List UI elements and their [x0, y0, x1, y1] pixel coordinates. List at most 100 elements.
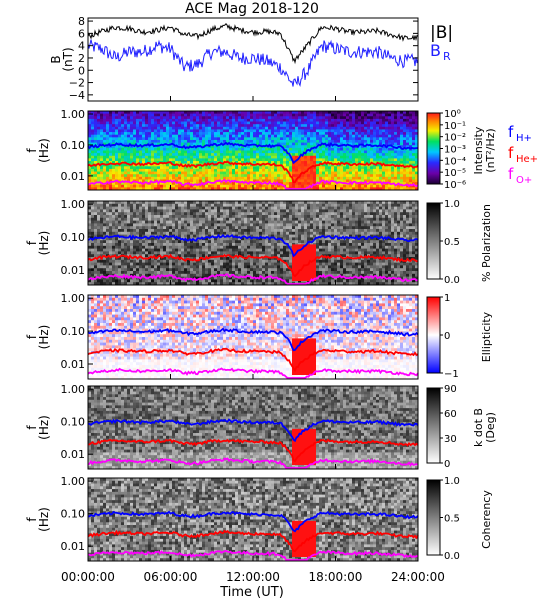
gyro-line-f-Oplus: [87, 457, 419, 469]
y-tick-label: 8: [78, 15, 85, 28]
y-axis-label-unit: (Hz): [37, 138, 51, 163]
y-tick-label: 1.00: [61, 292, 86, 305]
y-axis-label-unit: (Hz): [37, 325, 51, 350]
colorbar-tick-label: 0.5: [444, 237, 460, 248]
x-axis: 00:00:00 06:00:00 12:00:00 18:00:00 24:00:00: [61, 96, 445, 584]
colorbar-tick-label: 1.0: [444, 199, 460, 210]
colorbar-label: Intensity: [472, 126, 485, 174]
gyro-label-heplus: f: [508, 144, 514, 162]
colorbar-tick-label: 0: [444, 331, 450, 342]
colorbar-tick-label: 60: [444, 409, 457, 420]
colorbar-tick-label: 0: [444, 459, 450, 470]
y-axis-label: B: [49, 55, 63, 63]
y-tick-label: −2: [69, 77, 85, 90]
gyro-line-f-Hplus: [87, 510, 419, 533]
gyro-line-f-Hplus: [87, 327, 419, 352]
gyro-label-oplus: f: [508, 165, 514, 183]
y-tick-label: 1.00: [61, 383, 86, 396]
panel-kdotb: 1.00 0.10 0.01 f(Hz) 90 60 30 0 k dot B (Deg): [25, 383, 497, 470]
y-axis-label-unit: (Hz): [37, 415, 51, 440]
gyro-label-hplus: f: [508, 123, 514, 141]
y-tick-label: 0.10: [61, 231, 86, 244]
y-tick-label: 0.10: [61, 139, 86, 152]
colorbar-tick-label: 10⁻⁵: [444, 168, 466, 179]
y-axis-label: f: [25, 148, 39, 153]
gyro-line-f-Heplus: [87, 253, 419, 278]
gyro-label-subscript: He+: [516, 154, 538, 165]
y-tick-label: 1.00: [61, 475, 86, 488]
y-axis-label: f: [25, 240, 39, 245]
colorbar-tick-label: 0.0: [444, 275, 460, 286]
colorbar-tick-label: 10⁻¹: [444, 121, 466, 132]
gyro-label-subscript: O+: [516, 175, 532, 186]
figure-title: ACE Mag 2018-120: [185, 1, 319, 17]
x-tick-label: 12:00:00: [226, 570, 280, 584]
legend-b-total: |B|: [430, 23, 453, 43]
x-tick-label: 06:00:00: [144, 570, 198, 584]
colorbar-tick-label: 10⁻²: [444, 133, 466, 144]
colorbar-tick-label: 10⁻³: [444, 145, 466, 156]
gyro-line-f-Heplus: [87, 438, 419, 463]
gyro-line-f-Oplus: [87, 367, 419, 379]
y-axis-label-unit: (Hz): [37, 231, 51, 256]
gyro-line-f-Hplus: [87, 418, 419, 443]
colorbar: [426, 479, 441, 556]
x-tick-label: 18:00:00: [309, 570, 363, 584]
gyro-line-f-Heplus: [87, 347, 419, 373]
colorbar-tick-label: 1.0: [444, 476, 460, 487]
y-tick-label: 0.10: [61, 325, 86, 338]
series-line-b-r: [87, 39, 419, 87]
colorbar-label: Coherency: [480, 490, 493, 549]
colorbar-label: (Deg): [484, 412, 497, 443]
gyro-line-f-Hplus: [87, 141, 419, 165]
y-tick-label: 0.01: [61, 170, 86, 183]
y-axis-label-unit: (nT): [61, 47, 75, 71]
gyro-line-f-Hplus: [87, 233, 419, 258]
panel-polarization: 1.00 0.10 0.01 f(Hz) 1.0 0.5 0.0 % Polarization: [25, 198, 493, 286]
colorbar-label: Ellipticity: [480, 311, 493, 362]
y-tick-label: 0.10: [61, 416, 86, 429]
colorbar-tick-label: 10⁻⁶: [444, 180, 466, 191]
y-tick-label: 4: [78, 40, 85, 53]
gyro-line-f-Heplus: [87, 529, 419, 553]
x-tick-label: 00:00:00: [61, 570, 115, 584]
colorbar-tick-label: 90: [444, 384, 457, 395]
x-tick-label: 24:00:00: [391, 570, 445, 584]
x-axis-label: Time (UT): [219, 585, 284, 600]
y-axis-label: f: [25, 517, 39, 522]
colorbar: [426, 387, 441, 464]
y-tick-label: 0: [78, 64, 85, 77]
y-tick-label: −4: [69, 89, 85, 102]
colorbar: [426, 112, 441, 185]
panel-ellipticity: 1.00 0.10 0.01 f(Hz) 1 0 −1 Ellipticity: [25, 292, 493, 380]
panel-intensity: 1.000.100.01f(Hz)10⁰10⁻¹10⁻²10⁻³10⁻⁴10⁻⁵…: [25, 108, 538, 191]
colorbar-label: (nT²/Hz): [484, 128, 497, 172]
series-line-b-total: [87, 23, 419, 65]
gyro-label-subscript: H+: [516, 133, 532, 144]
colorbar-tick-label: 10⁻⁴: [444, 156, 466, 167]
y-tick-label: 0.10: [61, 508, 86, 521]
y-tick-label: 0.01: [61, 448, 86, 461]
colorbar-label: % Polarization: [480, 204, 493, 282]
y-axis-label: f: [25, 425, 39, 430]
y-tick-label: 0.01: [61, 540, 86, 553]
gyro-line-f-Oplus: [87, 178, 419, 190]
colorbar: [426, 202, 441, 280]
y-tick-label: 1.00: [61, 108, 86, 121]
gyro-line-f-Heplus: [87, 160, 419, 184]
colorbar-tick-label: 10⁰: [444, 109, 461, 120]
y-tick-label: 0.01: [61, 358, 86, 371]
y-tick-label: 2: [78, 52, 85, 65]
y-tick-label: 6: [78, 27, 85, 40]
colorbar-tick-label: 0.0: [444, 551, 460, 562]
panel-coherency: 1.00 0.10 0.01 f(Hz) 1.0 0.5 0.0 Coherency: [25, 475, 493, 562]
y-axis-label-unit: (Hz): [37, 507, 51, 532]
y-tick-label: 1.00: [61, 198, 86, 211]
y-tick-label: 0.01: [61, 264, 86, 277]
colorbar-tick-label: −1: [444, 369, 459, 380]
legend-b-r: B: [430, 41, 441, 60]
gyro-line-f-Oplus: [87, 273, 419, 285]
